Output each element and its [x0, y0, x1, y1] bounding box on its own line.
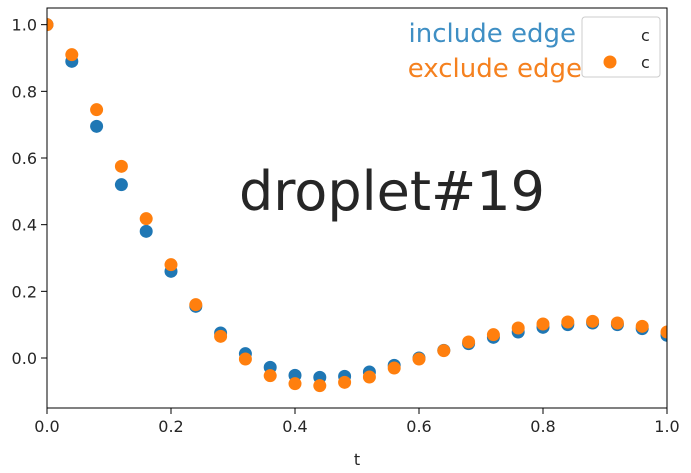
- x-tick-label: 0.8: [530, 417, 555, 436]
- series-2-point: [139, 212, 153, 226]
- x-tick-label: 1.0: [654, 417, 679, 436]
- series-1-point: [114, 178, 128, 192]
- series-2-point: [65, 48, 79, 62]
- legend-label-series-1: c: [641, 26, 650, 45]
- x-axis-label: t: [354, 450, 360, 469]
- series-2-point: [610, 316, 624, 330]
- include-edge-label: include edge: [409, 19, 576, 49]
- series-2-point: [288, 377, 302, 391]
- series-2-point: [486, 328, 500, 342]
- plot-frame: [46, 7, 668, 409]
- exclude-edge-label: exclude edge: [408, 54, 582, 84]
- legend-label-series-2: c: [641, 53, 650, 72]
- series-2-point: [586, 314, 600, 328]
- series-2-point: [47, 18, 54, 32]
- series-2-point: [387, 361, 401, 375]
- x-tick-label: 0.0: [34, 417, 59, 436]
- series-2-point: [90, 103, 104, 117]
- y-tick-label: 0.0: [12, 349, 37, 368]
- series-2-point: [263, 369, 277, 383]
- series-2-point: [164, 258, 178, 272]
- axis-ticks: 0.0 0.2 0.4 0.6 0.8 1.0 0.0 0.2 0.4 0.6 0.8 1.0: [12, 16, 680, 436]
- series-2-point: [338, 375, 352, 389]
- series-1-point: [90, 119, 104, 133]
- y-tick-label: 1.0: [12, 16, 37, 35]
- series-2-point: [635, 319, 649, 333]
- series-2-point: [362, 370, 376, 384]
- series-2-point: [511, 321, 525, 335]
- y-tick-label: 0.6: [12, 149, 37, 168]
- x-tick-label: 0.2: [158, 417, 183, 436]
- y-tick-label: 0.4: [12, 216, 37, 235]
- droplet-label: droplet#19: [239, 160, 545, 223]
- series-2-point: [313, 379, 327, 393]
- series-2-point: [437, 344, 451, 358]
- series-2-point: [660, 325, 667, 339]
- series-1-point: [139, 224, 153, 238]
- x-tick-label: 0.4: [282, 417, 307, 436]
- scatter-points: [47, 18, 667, 393]
- legend-box: [581, 16, 661, 78]
- legend: c c: [581, 16, 661, 78]
- series-2-point: [462, 335, 476, 349]
- series-2-point: [238, 352, 252, 366]
- legend-marker-series-2: [603, 55, 617, 69]
- series-2-point: [412, 352, 426, 366]
- y-tick-label: 0.8: [12, 82, 37, 101]
- x-tick-label: 0.6: [406, 417, 431, 436]
- series-2-point: [189, 298, 203, 312]
- series-2-point: [561, 315, 575, 329]
- series-2-point: [536, 317, 550, 331]
- series-2-point: [114, 159, 128, 173]
- series-2-point: [214, 329, 228, 343]
- y-tick-label: 0.2: [12, 282, 37, 301]
